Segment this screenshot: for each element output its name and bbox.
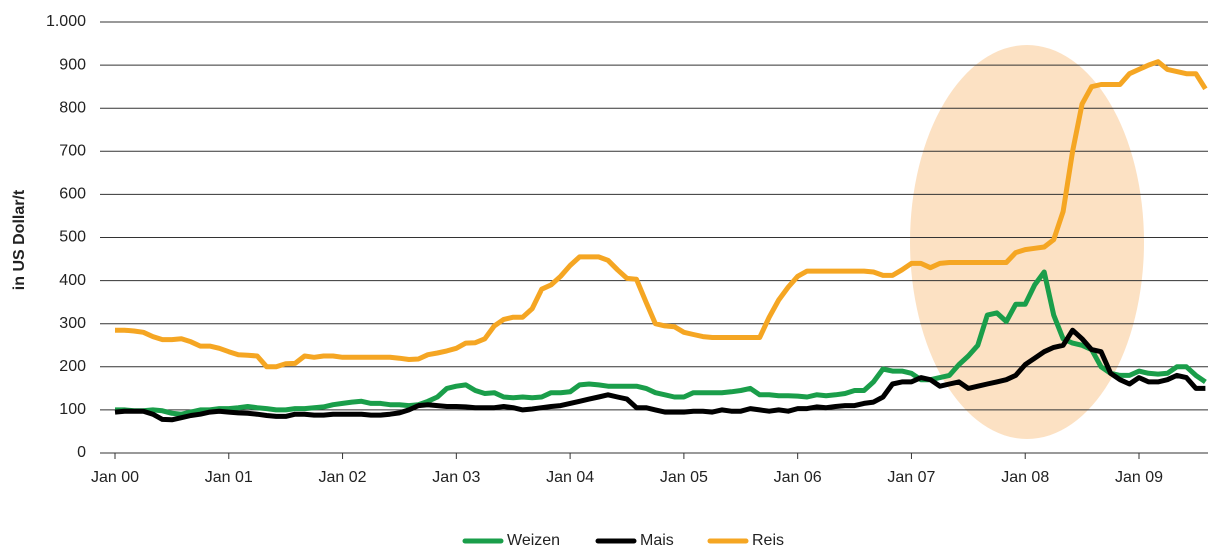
y-tick-label: 800 xyxy=(59,99,86,116)
x-tick-label: Jan 07 xyxy=(887,469,935,486)
y-tick-label: 100 xyxy=(59,401,86,418)
x-tick-label: Jan 05 xyxy=(660,469,708,486)
x-tick-label: Jan 09 xyxy=(1115,469,1163,486)
y-tick-label: 500 xyxy=(59,229,86,246)
legend-label: Mais xyxy=(640,532,674,549)
y-tick-label: 700 xyxy=(59,143,86,160)
x-tick-label: Jan 01 xyxy=(205,469,253,486)
y-tick-label: 600 xyxy=(59,186,86,203)
y-tick-label: 200 xyxy=(59,358,86,375)
line-reis xyxy=(115,59,1208,370)
y-tick-label: 0 xyxy=(77,444,86,461)
x-tick-label: Jan 04 xyxy=(546,469,594,486)
highlight-ellipse xyxy=(910,45,1144,439)
x-tick-label: Jan 06 xyxy=(774,469,822,486)
y-tick-label: 300 xyxy=(59,315,86,332)
x-tick-label: Jan 08 xyxy=(1001,469,1049,486)
x-tick-label: Jan 00 xyxy=(91,469,139,486)
legend-label: Reis xyxy=(752,532,784,549)
legend-label: Weizen xyxy=(507,532,560,549)
x-tick-label: Jan 02 xyxy=(319,469,367,486)
y-tick-label: 1.000 xyxy=(46,13,86,30)
line-weizen xyxy=(115,269,1207,417)
y-tick-label: 900 xyxy=(59,56,86,73)
y-tick-label: 400 xyxy=(59,272,86,289)
y-axis-label: in US Dollar/t xyxy=(11,189,28,290)
x-tick-label: Jan 03 xyxy=(432,469,480,486)
line-mais xyxy=(114,327,1206,423)
